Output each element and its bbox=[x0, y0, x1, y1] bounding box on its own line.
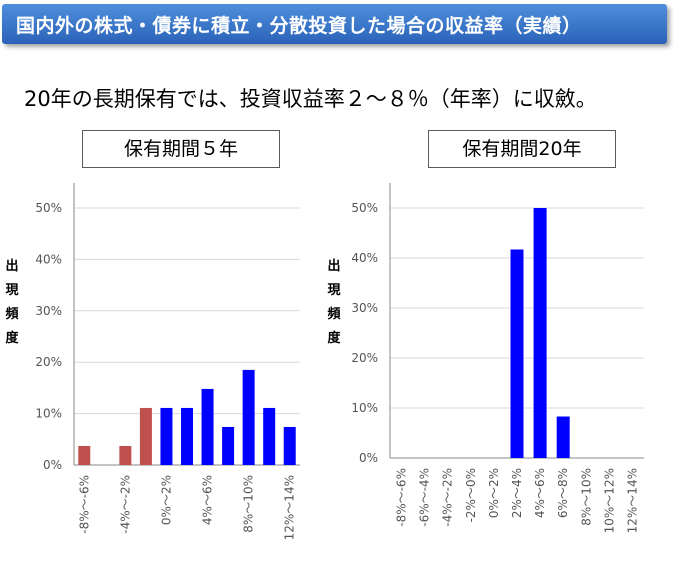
bar-5yr bbox=[160, 407, 173, 465]
y-tick-label: 30% bbox=[351, 301, 378, 315]
chart-title-5yr: 保有期間５年 bbox=[82, 130, 280, 168]
bar-20yr bbox=[556, 416, 570, 458]
summary-text: 20年の長期保有では、投資収益率２～８％（年率）に収斂。 bbox=[24, 87, 597, 111]
y-tick-label: 10% bbox=[35, 407, 62, 421]
x-tick-label: -4%～-2% bbox=[441, 468, 455, 527]
bar-5yr bbox=[283, 426, 296, 465]
y-axis-label-char: 頻 bbox=[327, 307, 341, 322]
bar-5yr bbox=[222, 426, 235, 465]
bar-5yr bbox=[263, 407, 276, 465]
y-tick-label: 40% bbox=[35, 252, 62, 266]
header-banner: 国内外の株式・債券に積立・分散投資した場合の収益率（実績） bbox=[2, 4, 667, 44]
y-axis-label-char: 現 bbox=[5, 283, 19, 298]
x-tick-label: 8%～10% bbox=[579, 468, 593, 526]
x-tick-label: 10%～12% bbox=[602, 468, 616, 533]
x-tick-label: -2%～0% bbox=[464, 468, 478, 522]
y-axis-label-char: 頻 bbox=[5, 307, 19, 322]
bar-5yr bbox=[201, 388, 214, 465]
x-tick-label: -6%～-4% bbox=[418, 468, 432, 527]
x-tick-label: -8%～-6% bbox=[77, 475, 91, 534]
bar-20yr bbox=[510, 249, 524, 458]
banner-title: 国内外の株式・債券に積立・分散投資した場合の収益率（実績） bbox=[16, 15, 582, 37]
y-tick-label: 50% bbox=[35, 201, 62, 215]
x-tick-label: 4%～6% bbox=[201, 475, 215, 525]
y-tick-label: 10% bbox=[351, 401, 378, 415]
x-tick-label: 4%～6% bbox=[533, 468, 547, 518]
x-tick-label: -8%～-6% bbox=[395, 468, 409, 527]
y-tick-label: 20% bbox=[351, 351, 378, 365]
x-tick-label: 8%～10% bbox=[242, 475, 256, 533]
y-axis-label-5yr: 出 現 頻 度 bbox=[4, 255, 20, 351]
y-axis-label-20yr: 出 現 頻 度 bbox=[326, 255, 342, 351]
y-axis-label-char: 出 bbox=[327, 259, 341, 274]
bar-5yr bbox=[139, 407, 152, 465]
bar-5yr bbox=[242, 369, 255, 465]
bar-20yr bbox=[533, 208, 547, 458]
bar-5yr bbox=[119, 445, 132, 465]
y-tick-label: 30% bbox=[35, 304, 62, 318]
bar-5yr bbox=[181, 407, 193, 465]
y-axis-label-char: 出 bbox=[5, 259, 19, 274]
x-tick-label: 2%～4% bbox=[510, 468, 524, 518]
x-tick-label: 6%～8% bbox=[556, 468, 570, 518]
chart-title-20yr: 保有期間20年 bbox=[428, 130, 616, 168]
y-axis-label-char: 現 bbox=[327, 283, 341, 298]
y-tick-label: 20% bbox=[35, 355, 62, 369]
y-tick-label: 0% bbox=[359, 451, 378, 465]
x-tick-label: -4%～-2% bbox=[118, 475, 132, 534]
y-tick-label: 50% bbox=[351, 201, 378, 215]
bar-5yr bbox=[78, 445, 91, 465]
y-tick-label: 40% bbox=[351, 251, 378, 265]
y-tick-label: 0% bbox=[43, 458, 62, 472]
x-tick-label: 12%～14% bbox=[283, 475, 297, 540]
y-axis-label-char: 度 bbox=[327, 331, 341, 346]
x-tick-label: 0%～2% bbox=[487, 468, 501, 518]
y-axis-label-char: 度 bbox=[5, 331, 19, 346]
x-tick-label: 0%～2% bbox=[159, 475, 173, 525]
x-tick-label: 12%～14% bbox=[625, 468, 639, 533]
